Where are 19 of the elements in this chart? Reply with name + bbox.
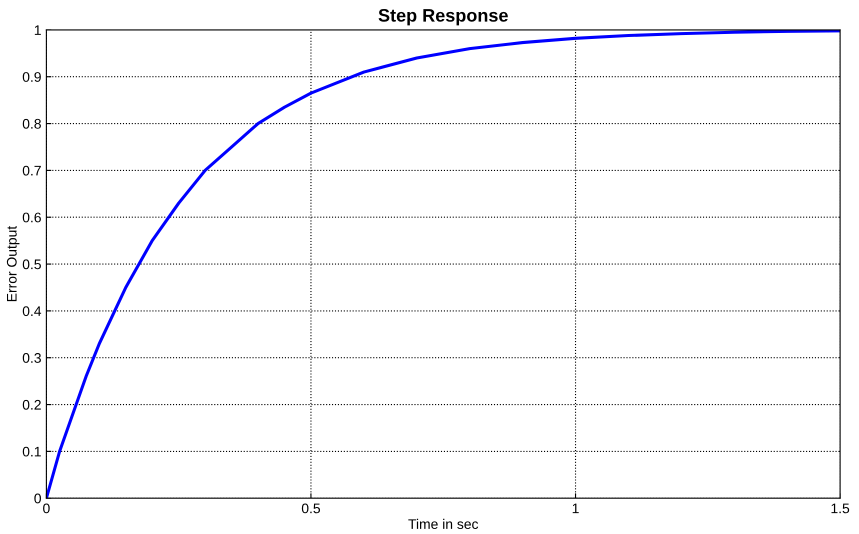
y-tick-label: 0.8 — [22, 118, 41, 129]
x-tick-label: 1.5 — [832, 504, 850, 514]
y-tick-label: 0.1 — [22, 446, 41, 457]
y-tick-label: 0.9 — [22, 72, 41, 82]
x-tick-label: 0 — [43, 503, 50, 514]
y-tick-label: 1 — [34, 25, 41, 35]
y-tick-label: 0.5 — [22, 259, 41, 270]
x-tick-label: 1 — [572, 504, 579, 514]
y-tick-label: 0.4 — [22, 306, 42, 316]
chart-title: Step Response — [378, 8, 508, 26]
y-tick-label: 0 — [34, 494, 41, 504]
y-tick-label: 0.2 — [22, 400, 41, 410]
y-axis-title: Error Output — [6, 226, 20, 302]
y-tick-label: 0.6 — [22, 212, 41, 222]
y-tick-label: 0.3 — [22, 353, 41, 363]
x-tick-label: 0.5 — [302, 503, 320, 514]
line-series — [46, 30, 840, 498]
x-axis-title: Time in sec — [408, 518, 478, 530]
y-tick-label: 0.7 — [22, 166, 41, 176]
